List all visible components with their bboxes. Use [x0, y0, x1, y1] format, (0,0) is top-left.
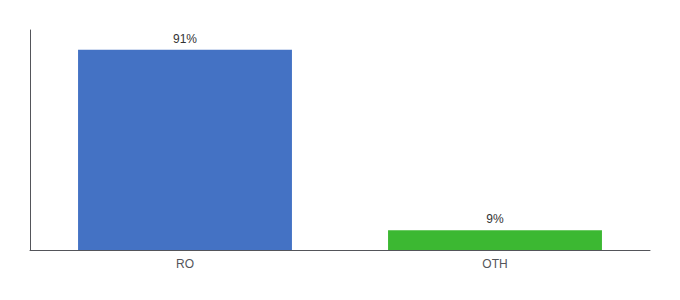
svg-text:9%: 9% [486, 212, 504, 226]
svg-text:OTH: OTH [482, 257, 507, 271]
svg-text:91%: 91% [173, 32, 197, 46]
svg-text:RO: RO [176, 257, 194, 271]
